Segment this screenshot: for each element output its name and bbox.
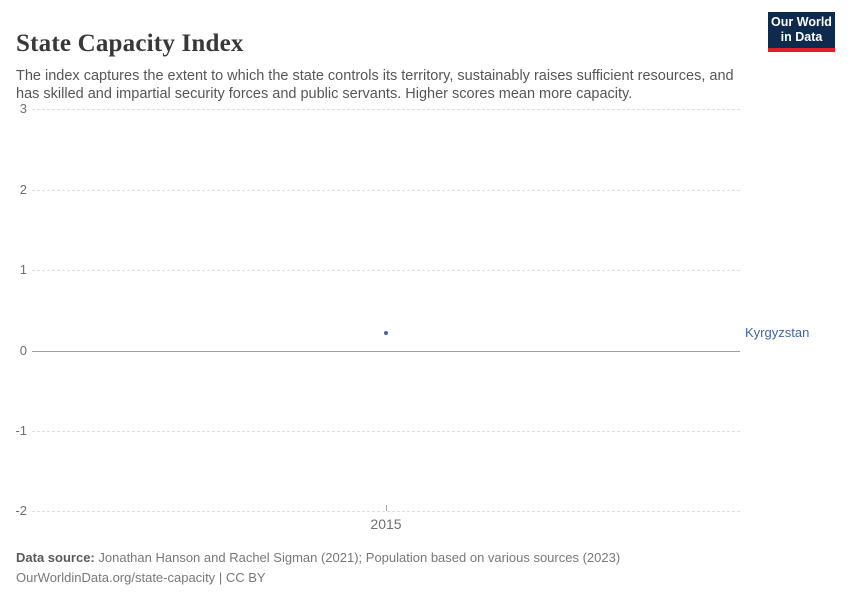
data-source-line: Data source: Jonathan Hanson and Rachel … (16, 548, 620, 568)
y-tick-label: -2 (15, 503, 27, 519)
y-tick-label: 2 (19, 181, 27, 197)
y-tick-label: 0 (19, 342, 27, 358)
data-source-label: Data source: (16, 550, 95, 565)
canonical-url-link[interactable]: OurWorldinData.org/state-capacity (16, 570, 216, 585)
chart-title: State Capacity Index (16, 29, 244, 57)
owid-logo[interactable]: Our World in Data (768, 12, 835, 52)
gridline (32, 109, 740, 111)
gridline (32, 270, 740, 272)
data-source-value: Jonathan Hanson and Rachel Sigman (2021)… (98, 550, 621, 565)
gridline (32, 511, 740, 513)
license-line: OurWorldinData.org/state-capacity | CC B… (16, 568, 620, 588)
zero-axis-line (32, 350, 740, 352)
y-tick-label: 3 (19, 101, 27, 117)
gridline (32, 430, 740, 432)
x-tick-label: 2015 (370, 516, 402, 533)
data-point[interactable] (384, 330, 388, 335)
x-axis-tick (386, 505, 387, 512)
license-link[interactable]: CC BY (225, 570, 266, 585)
owid-logo-line2: in Data (780, 30, 823, 44)
gridline (32, 189, 740, 191)
y-tick-label: 1 (19, 262, 27, 278)
chart-subtitle: The index captures the extent to which t… (16, 67, 734, 102)
entity-label[interactable]: Kyrgyzstan (745, 324, 810, 340)
y-tick-label: -1 (15, 422, 27, 438)
footer-separator: | (218, 570, 223, 585)
chart-footer: Data source: Jonathan Hanson and Rachel … (16, 548, 620, 588)
owid-logo-line1: Our World (771, 15, 832, 29)
